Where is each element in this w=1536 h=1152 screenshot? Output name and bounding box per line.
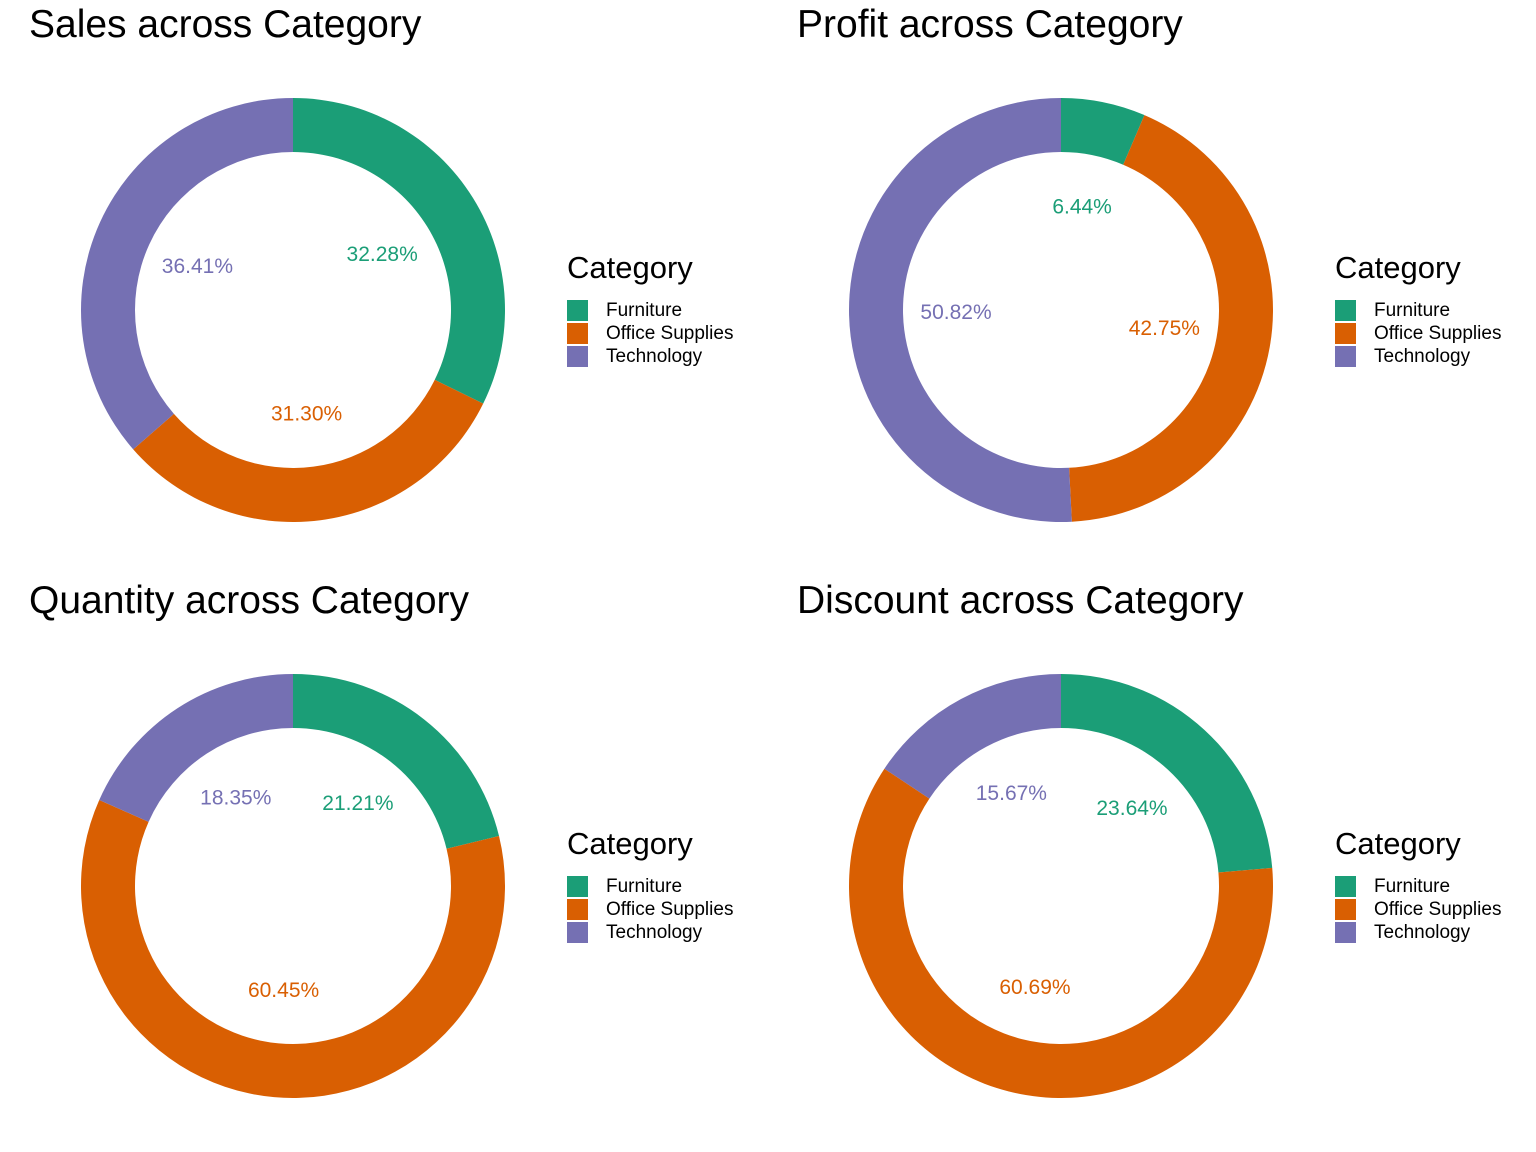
slice-percent-label: 60.69%	[999, 976, 1070, 999]
donut-chart: 6.44% 42.75% 50.82%	[849, 98, 1273, 522]
legend-swatch	[567, 899, 588, 920]
legend-label: Furniture	[1374, 299, 1451, 321]
chart-title: Discount across Category	[797, 579, 1244, 622]
legend-swatch	[567, 346, 588, 367]
donut-chart: 21.21% 60.45% 18.35%	[80, 674, 505, 1098]
legend-swatch	[567, 323, 588, 344]
legend-label: Furniture	[606, 299, 683, 321]
donut-slice-furniture	[1061, 674, 1273, 873]
legend-item-technology: Technology	[567, 921, 733, 944]
legend-item-office-supplies: Office Supplies	[567, 898, 733, 921]
donut-slice-office-supplies	[80, 799, 505, 1098]
legend-swatch	[567, 300, 588, 321]
donut-slice-office-supplies	[1069, 115, 1273, 522]
donut-slice-technology	[849, 98, 1072, 522]
legend-item-office-supplies: Office Supplies	[1335, 898, 1501, 921]
legend-label: Technology	[1374, 921, 1471, 943]
legend-title: Category	[567, 250, 693, 285]
legend-label: Office Supplies	[606, 898, 734, 920]
legend-label: Technology	[1374, 345, 1471, 367]
legend-item-furniture: Furniture	[567, 299, 733, 322]
donut-slice-office-supplies	[133, 379, 484, 523]
donut-slice-office-supplies	[849, 768, 1273, 1098]
slice-percent-label: 6.44%	[1052, 196, 1112, 219]
legend-swatch	[1335, 876, 1356, 897]
legend-item-furniture: Furniture	[1335, 299, 1501, 322]
slice-percent-label: 42.75%	[1129, 317, 1200, 340]
donut-slice-furniture	[293, 674, 500, 849]
slice-percent-label: 50.82%	[920, 301, 991, 324]
donut-chart: 23.64% 60.69% 15.67%	[849, 674, 1273, 1098]
legend-label: Technology	[606, 921, 703, 943]
chart-legend: Category Furniture Office Supplies Techn…	[567, 250, 733, 368]
legend-swatch	[1335, 300, 1356, 321]
chart-title: Sales across Category	[29, 3, 422, 46]
chart-title: Quantity across Category	[29, 579, 470, 622]
legend-title: Category	[1335, 826, 1461, 861]
slice-percent-label: 60.45%	[248, 979, 319, 1002]
slice-percent-label: 18.35%	[200, 786, 271, 809]
chart-panel-profit: Profit across Category 6.44% 42.75% 50.82%…	[768, 0, 1536, 576]
donut-slice-furniture	[1061, 98, 1145, 165]
chart-panel-quantity: Quantity across Category 21.21% 60.45% 18.…	[0, 576, 768, 1152]
legend-swatch	[567, 876, 588, 897]
legend-label: Office Supplies	[1374, 322, 1502, 344]
donut-slice-technology	[99, 674, 293, 822]
legend-swatch	[1335, 922, 1356, 943]
legend-label: Technology	[606, 345, 703, 367]
legend-label: Furniture	[606, 875, 683, 897]
legend-item-furniture: Furniture	[1335, 875, 1501, 898]
slice-percent-label: 31.30%	[271, 403, 342, 426]
chart-title: Profit across Category	[797, 3, 1183, 46]
chart-panel-discount: Discount across Category 23.64% 60.69% 15.…	[768, 576, 1536, 1152]
legend-label: Furniture	[1374, 875, 1451, 897]
legend-item-office-supplies: Office Supplies	[567, 322, 733, 345]
legend-label: Office Supplies	[606, 322, 734, 344]
donut-chart: 32.28% 31.30% 36.41%	[81, 98, 505, 523]
legend-label: Office Supplies	[1374, 898, 1502, 920]
slice-percent-label: 21.21%	[322, 792, 393, 815]
legend-item-technology: Technology	[567, 345, 733, 368]
slice-percent-label: 36.41%	[162, 255, 233, 278]
slice-percent-label: 32.28%	[347, 243, 418, 266]
chart-panel-sales: Sales across Category 32.28% 31.30% 36.41%…	[0, 0, 768, 576]
donut-slice-furniture	[293, 98, 505, 404]
legend-item-technology: Technology	[1335, 921, 1501, 944]
legend-swatch	[1335, 323, 1356, 344]
legend-title: Category	[1335, 250, 1461, 285]
legend-swatch	[567, 922, 588, 943]
legend-item-technology: Technology	[1335, 345, 1501, 368]
legend-swatch	[1335, 346, 1356, 367]
donut-slice-technology	[884, 674, 1061, 799]
donut-slice-technology	[81, 98, 294, 450]
legend-swatch	[1335, 899, 1356, 920]
slice-percent-label: 23.64%	[1096, 797, 1167, 820]
chart-legend: Category Furniture Office Supplies Techn…	[567, 826, 733, 944]
legend-item-office-supplies: Office Supplies	[1335, 322, 1501, 345]
slice-percent-label: 15.67%	[976, 782, 1047, 805]
legend-title: Category	[567, 826, 693, 861]
legend-item-furniture: Furniture	[567, 875, 733, 898]
chart-legend: Category Furniture Office Supplies Techn…	[1335, 250, 1501, 368]
chart-legend: Category Furniture Office Supplies Techn…	[1335, 826, 1501, 944]
